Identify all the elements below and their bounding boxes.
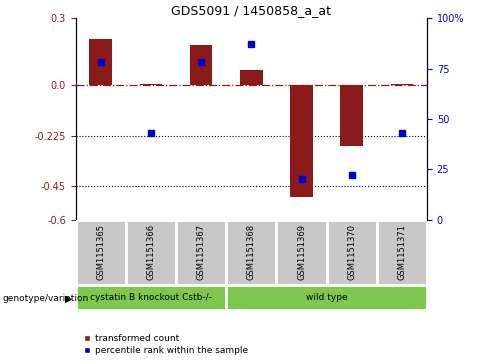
- Bar: [276, 220, 326, 285]
- Bar: [140, 83, 162, 85]
- Legend: transformed count, percentile rank within the sample: transformed count, percentile rank withi…: [80, 331, 251, 359]
- Text: wild type: wild type: [306, 293, 347, 302]
- Bar: [76, 220, 126, 285]
- Text: GSM1151370: GSM1151370: [347, 224, 356, 280]
- Text: GSM1151371: GSM1151371: [397, 224, 407, 280]
- Bar: [190, 45, 212, 85]
- Bar: [377, 220, 427, 285]
- Text: GSM1151365: GSM1151365: [96, 224, 105, 280]
- Bar: [326, 220, 377, 285]
- Text: genotype/variation: genotype/variation: [2, 294, 89, 303]
- Bar: [390, 83, 413, 85]
- Bar: [76, 285, 226, 310]
- Bar: [226, 220, 276, 285]
- Bar: [290, 85, 313, 197]
- Text: GSM1151369: GSM1151369: [297, 224, 306, 280]
- Text: cystatin B knockout Cstb-/-: cystatin B knockout Cstb-/-: [90, 293, 212, 302]
- Bar: [126, 220, 176, 285]
- Bar: [240, 70, 263, 85]
- Text: GSM1151367: GSM1151367: [197, 224, 205, 280]
- Title: GDS5091 / 1450858_a_at: GDS5091 / 1450858_a_at: [171, 4, 331, 17]
- Bar: [341, 85, 363, 146]
- Bar: [226, 285, 427, 310]
- Text: GSM1151366: GSM1151366: [146, 224, 156, 280]
- Bar: [89, 40, 112, 85]
- Text: GSM1151368: GSM1151368: [247, 224, 256, 280]
- Text: ▶: ▶: [65, 293, 72, 303]
- Bar: [176, 220, 226, 285]
